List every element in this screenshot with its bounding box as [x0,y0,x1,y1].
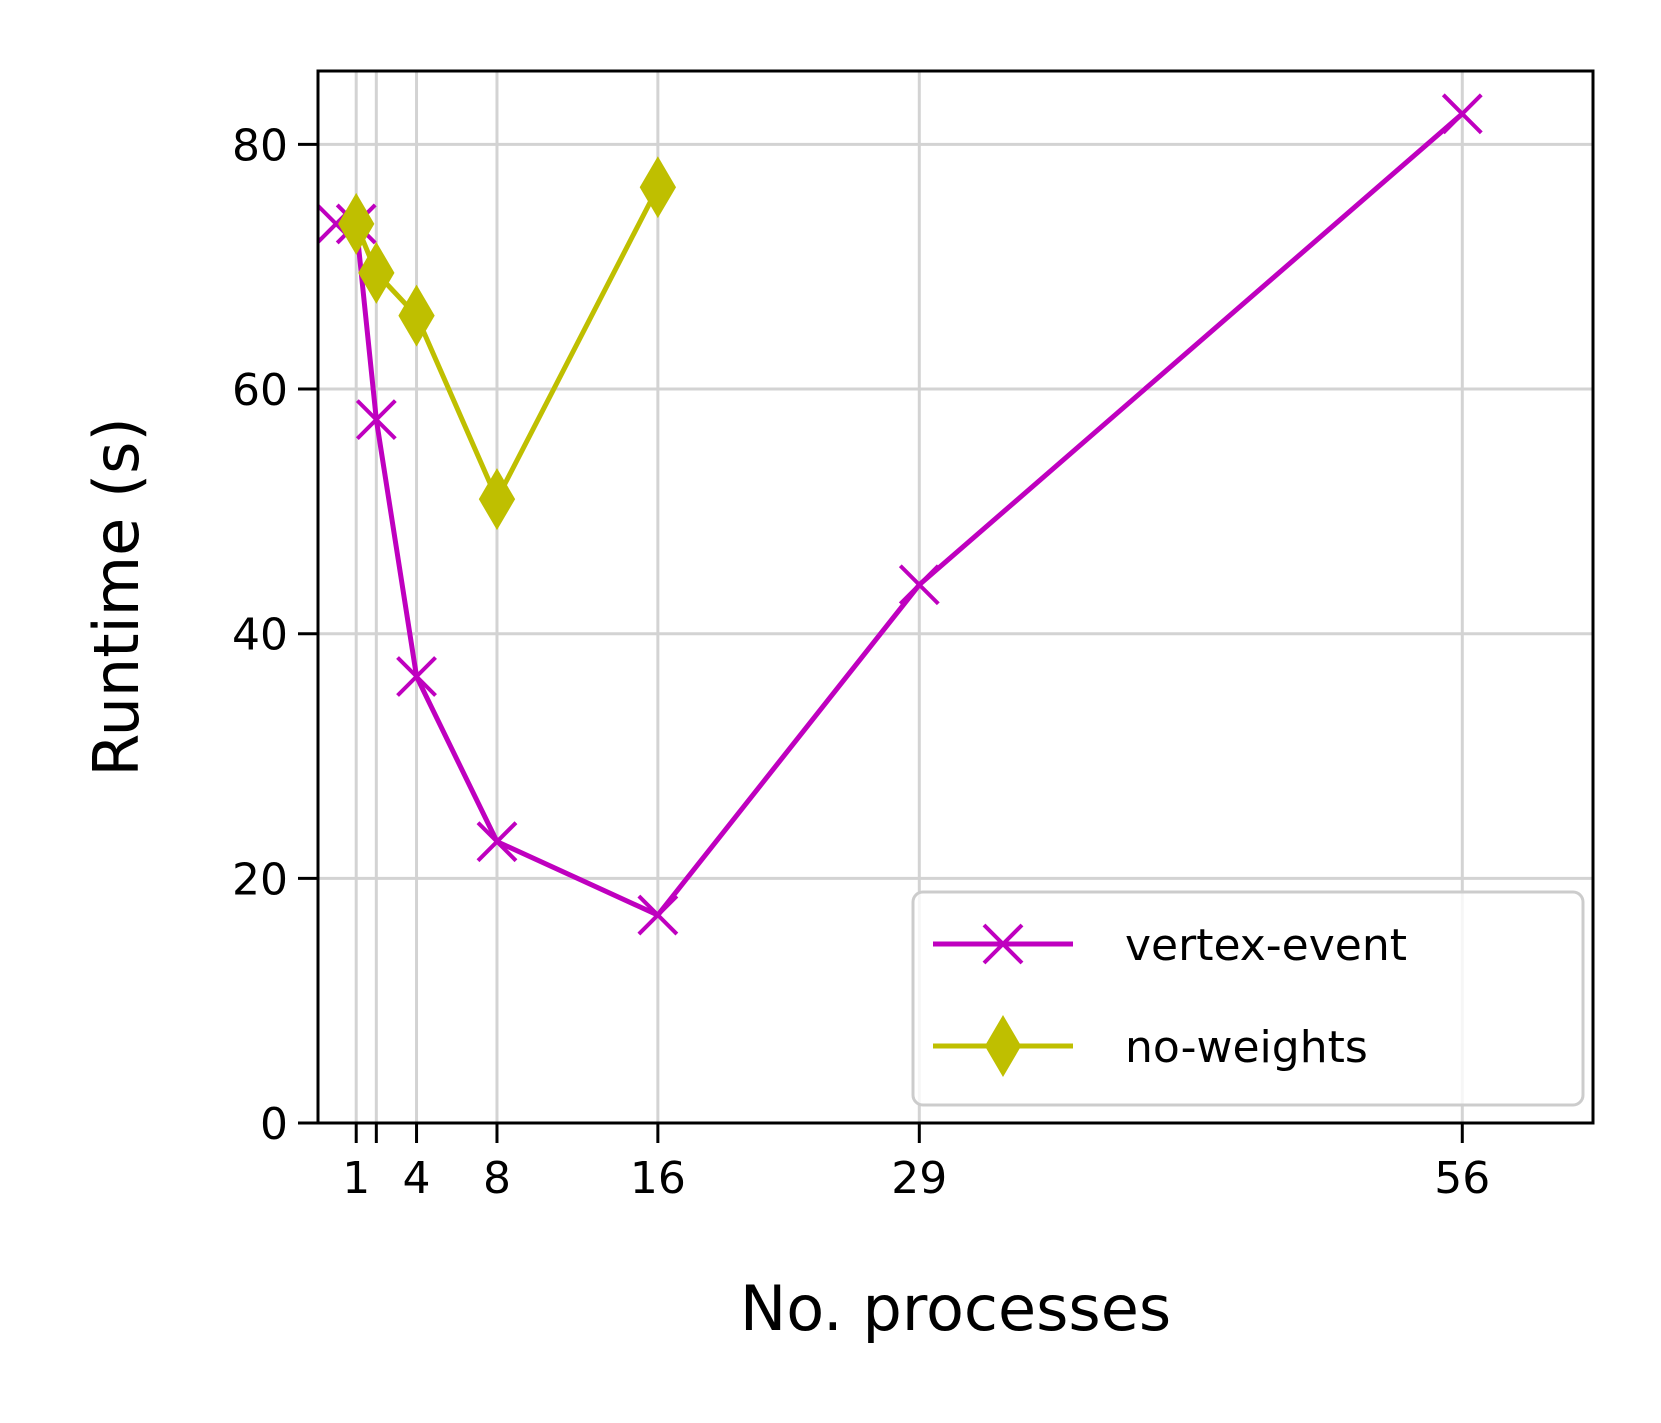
legend-marker [982,923,1024,965]
data-point-vertex-event [637,894,679,936]
legend-label: no-weights [1125,1022,1368,1073]
data-point-vertex-event [476,821,518,863]
data-point-no-weights [398,284,435,347]
legend-item-no-weights: no-weights [933,1015,1368,1077]
data-point-vertex-event [1441,93,1483,135]
series-no-weights [338,156,677,531]
y-axis-ticks: 0 20 40 60 80 [232,120,318,1150]
data-point-vertex-event [355,399,397,441]
x-tick-label: 4 [403,1153,431,1204]
data-point-no-weights [478,468,516,531]
x-tick-label: 56 [1434,1153,1490,1204]
legend-box [911,890,1585,1107]
x-tick-label: 1 [342,1153,370,1204]
x-tick-label: 16 [630,1153,686,1204]
legend: vertex-event no-weights [911,890,1585,1107]
x-axis-ticks: 1 4 8 16 29 56 [342,1123,1490,1204]
y-axis-label: Runtime (s) [80,417,153,776]
legend-label: vertex-event [1125,920,1407,971]
data-point-no-weights [338,192,375,255]
y-tick-label: 0 [260,1099,288,1150]
y-tick-label: 20 [232,854,288,905]
data-point-vertex-event [396,656,437,697]
legend-item-vertex-event: vertex-event [933,920,1407,971]
y-tick-label: 80 [232,120,288,171]
y-tick-label: 60 [232,365,288,416]
y-tick-label: 40 [232,610,288,661]
series-layer [318,93,1483,936]
legend-marker [984,1015,1022,1077]
data-point-no-weights [639,156,677,219]
x-axis-label: No. processes [740,1272,1171,1345]
plot-frame [316,69,1595,1125]
data-point-vertex-event [898,564,940,606]
data-point-no-weights [358,241,395,304]
x-tick-label: 29 [891,1153,947,1204]
x-tick-label: 8 [483,1153,511,1204]
series-line-vertex-event [336,111,1464,918]
